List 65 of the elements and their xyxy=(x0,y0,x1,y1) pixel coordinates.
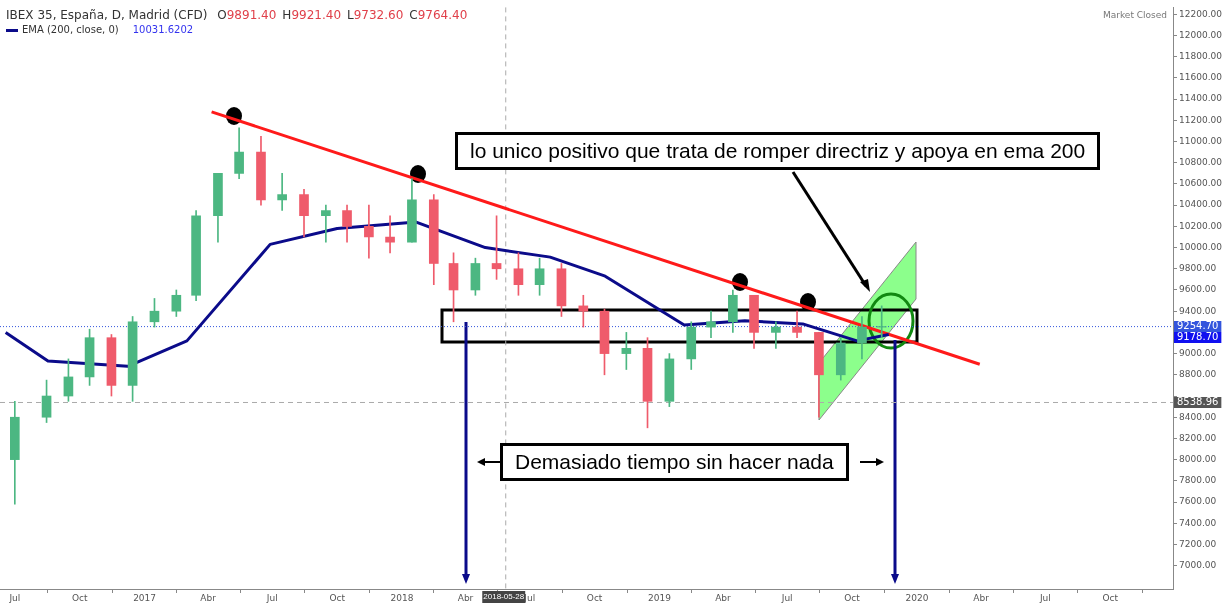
x-tick-label: 2019 xyxy=(648,592,672,603)
x-tick-label: Oct xyxy=(1102,592,1119,603)
y-tick-label: 7600.00 xyxy=(1179,496,1217,507)
y-tick-label: 10000.00 xyxy=(1179,241,1223,252)
y-tick-label: 9800.00 xyxy=(1179,263,1217,274)
y-tick-label: 8000.00 xyxy=(1179,453,1217,464)
y-tick-label: 9600.00 xyxy=(1179,284,1217,295)
legend-label: EMA (200, close, 0) xyxy=(22,24,119,35)
x-tick-label: Oct xyxy=(71,592,88,603)
candlestick xyxy=(578,294,589,328)
candlestick xyxy=(321,204,331,243)
y-tick-label: 12000.00 xyxy=(1179,29,1223,40)
candlestick xyxy=(364,204,374,259)
candlestick xyxy=(792,310,802,339)
annotation: C9764.40 xyxy=(409,8,468,22)
x-tick-label: Abr xyxy=(715,592,732,603)
y-tick-label: 10800.00 xyxy=(1179,157,1223,168)
candlestick xyxy=(876,305,887,339)
ref-line-label: 8538.96 xyxy=(1177,396,1219,408)
candlestick xyxy=(706,310,716,339)
y-tick-label: 7400.00 xyxy=(1179,517,1217,528)
y-tick-label: 10600.00 xyxy=(1179,178,1223,189)
chart-title: IBEX 35, España, D, Madrid (CFD) xyxy=(6,8,208,22)
y-tick-label: 11600.00 xyxy=(1179,72,1223,83)
x-tick-label: Abr xyxy=(200,592,217,603)
annotation: 10031.6202 xyxy=(132,24,194,35)
candlestick xyxy=(385,215,395,254)
y-tick-label: 11400.00 xyxy=(1179,93,1223,104)
y-tick-label: 7200.00 xyxy=(1179,538,1217,549)
y-tick-label: 8800.00 xyxy=(1179,369,1217,380)
annotation: L9732.60 xyxy=(347,8,404,22)
annotation: H9921.40 xyxy=(282,8,342,22)
x-tick-label: Jul xyxy=(8,592,21,603)
y-tick-label: 8400.00 xyxy=(1179,411,1217,422)
text: 9178.70 xyxy=(1177,331,1219,343)
y-tick-label: 9400.00 xyxy=(1179,305,1217,316)
y-tick-label: 12200.00 xyxy=(1179,8,1223,19)
candlestick xyxy=(771,321,781,349)
x-tick-label: Abr xyxy=(457,592,474,603)
annotation: lo unico positivo que trata de romper directriz y apoya en ema 200 xyxy=(455,132,1101,170)
y-tick-label: 11800.00 xyxy=(1179,51,1223,62)
x-tick-label: Oct xyxy=(844,592,861,603)
ref-line-label: 2018-05-28 xyxy=(483,592,525,602)
annotation: Market Closed xyxy=(1102,10,1167,20)
x-tick-label: Oct xyxy=(586,592,603,603)
x-tick-label: 2018 xyxy=(390,592,414,603)
y-tick-label: 10400.00 xyxy=(1179,199,1223,210)
y-tick-label: 10200.00 xyxy=(1179,220,1223,231)
y-tick-label: 11200.00 xyxy=(1179,114,1223,125)
y-tick-label: 11000.00 xyxy=(1179,135,1223,146)
x-tick-label: Jul xyxy=(780,592,793,603)
x-tick-label: Jul xyxy=(1038,592,1051,603)
x-tick-label: Jul xyxy=(265,592,278,603)
x-tick-label: 2017 xyxy=(133,592,157,603)
candlestick xyxy=(277,173,287,211)
y-tick-label: 7800.00 xyxy=(1179,475,1217,486)
y-tick-label: 9000.00 xyxy=(1179,347,1217,358)
annotation: O9891.40 xyxy=(217,8,277,22)
y-tick-label: 8200.00 xyxy=(1179,432,1217,443)
x-tick-label: Oct xyxy=(329,592,346,603)
y-tick-label: 7000.00 xyxy=(1179,560,1217,571)
x-tick-label: 2020 xyxy=(905,592,929,603)
x-tick-label: Abr xyxy=(973,592,990,603)
annotation: Demasiado tiempo sin hacer nada xyxy=(500,443,849,481)
ref-line-label: 9254.70 xyxy=(1177,320,1219,332)
